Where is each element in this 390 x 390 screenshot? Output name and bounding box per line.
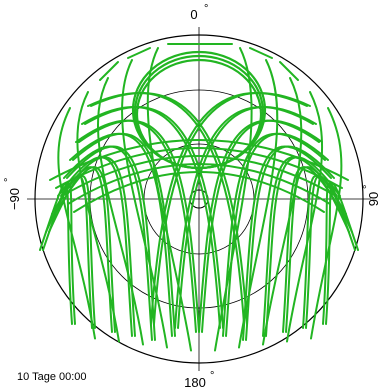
track-arc-left [69, 133, 173, 337]
svg-text:0: 0 [190, 7, 197, 22]
track-arc-descending [262, 77, 303, 346]
track-arc-right [174, 106, 314, 329]
track-arc-descending [121, 59, 168, 349]
track-arc-descending [286, 91, 324, 343]
track-arc-descending [238, 59, 279, 349]
track-segment-top [127, 47, 151, 59]
track-segment-top [249, 47, 273, 59]
track-arc-right [150, 92, 308, 325]
track-arc-right [265, 156, 341, 337]
track-segment-top [279, 61, 299, 81]
track-arc-right [282, 166, 344, 333]
track-arc-left [57, 156, 133, 337]
svg-text:180: 180 [184, 375, 206, 390]
track-arc-descending [96, 77, 144, 346]
label-bottom: 180 ° [184, 370, 214, 390]
track-arc-descending [310, 107, 343, 340]
svg-text:°: ° [210, 370, 214, 382]
label-top: 0 ° [190, 3, 208, 22]
svg-text:°: ° [362, 185, 374, 189]
svg-text:°: ° [204, 3, 208, 15]
track-segment-top [99, 61, 119, 81]
track-arc-crossing [67, 163, 331, 205]
track-arc-crossing [61, 155, 337, 197]
label-left: −90 ° [3, 178, 22, 210]
track-arc-left [54, 166, 116, 333]
satellite-tracks [39, 43, 359, 352]
svg-text:90: 90 [366, 192, 381, 206]
track-arc-crossing [73, 171, 325, 213]
track-arc-crossing [49, 139, 349, 181]
svg-text:−90: −90 [7, 188, 22, 210]
svg-text:°: ° [3, 178, 15, 182]
polar-grid [27, 27, 371, 371]
track-arc-left [84, 106, 224, 329]
track-arc-descending [57, 107, 96, 340]
inner-track-ring [135, 58, 263, 170]
track-arc-crossing [55, 147, 343, 189]
timestamp-caption: 10 Tage 00:00 [17, 371, 87, 383]
label-right: 90 ° [362, 185, 381, 207]
